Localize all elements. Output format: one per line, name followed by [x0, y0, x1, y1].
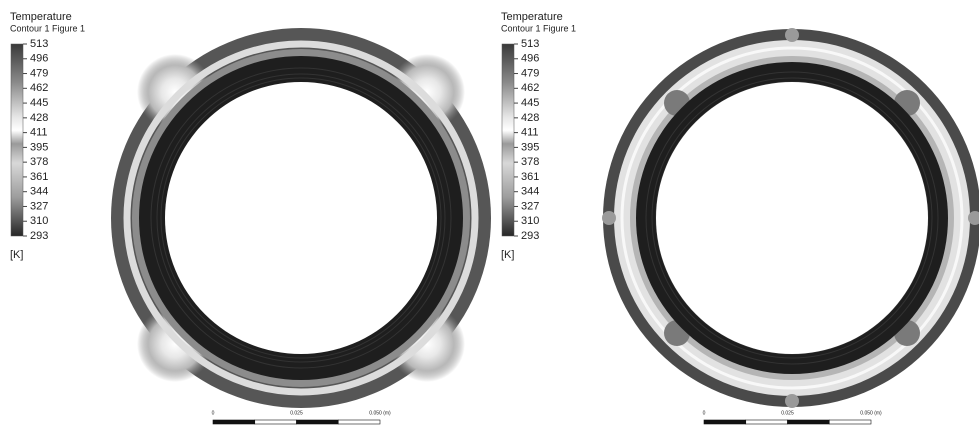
- legend-tick-label: 361: [30, 171, 48, 183]
- legend-tick-label: 310: [30, 215, 48, 227]
- legend-tick-label: 361: [521, 171, 539, 183]
- legend-tick-label: 445: [521, 97, 539, 109]
- legend-tick-label: 411: [30, 127, 48, 139]
- legend-tick-label: 310: [521, 215, 539, 227]
- scale-segment: [745, 419, 788, 425]
- legend-tick-label: 378: [30, 156, 48, 168]
- legend-tick-label: 462: [30, 82, 48, 94]
- knob: [968, 211, 979, 225]
- legend-tick-label: 293: [30, 230, 48, 242]
- contour-line: [651, 77, 933, 359]
- scale-segment: [828, 419, 872, 425]
- legend-tick-label: 378: [521, 156, 539, 168]
- legend-tick-label: 445: [30, 97, 48, 109]
- scale-segment: [212, 419, 256, 425]
- knob: [602, 211, 616, 225]
- legend-tick-label: 411: [521, 127, 539, 139]
- legend-tick-label: 479: [30, 67, 48, 79]
- legend-tick-label: 395: [30, 141, 48, 153]
- legend-subtitle: Contour 1 Figure 1: [10, 23, 85, 33]
- scale-label: 0: [212, 410, 215, 416]
- legend-subtitle: Contour 1 Figure 1: [501, 23, 576, 33]
- legend-tick-label: 395: [521, 141, 539, 153]
- legend-tick-label: 479: [521, 67, 539, 79]
- legend-tick-label: 327: [30, 200, 48, 212]
- knob: [785, 394, 799, 408]
- scale-label: 0.025: [290, 410, 303, 416]
- scale-label: 0.050 (m): [369, 410, 391, 416]
- scale-segment: [703, 419, 747, 425]
- contour-line: [645, 71, 939, 365]
- scale-segment: [787, 419, 830, 425]
- legend-tick-label: 428: [30, 112, 48, 124]
- color-bar: [501, 43, 515, 237]
- contour-line: [150, 67, 452, 369]
- legend-tick-label: 462: [521, 82, 539, 94]
- contour-line: [156, 73, 446, 363]
- scale-label: 0.025: [781, 410, 794, 416]
- knob: [785, 28, 799, 42]
- scale-label: 0.050 (m): [860, 410, 882, 416]
- legend-unit: [K]: [10, 249, 23, 261]
- legend-tick-label: 428: [521, 112, 539, 124]
- color-bar: [10, 43, 24, 237]
- light-ring: [123, 40, 479, 396]
- band-line: [620, 46, 964, 390]
- scale-label: 0: [703, 410, 706, 416]
- legend-tick-label: 344: [30, 186, 48, 198]
- legend-tick-label: 513: [521, 38, 539, 50]
- bore: [656, 82, 928, 354]
- legend-tick-label: 513: [30, 38, 48, 50]
- legend-tick-label: 293: [521, 230, 539, 242]
- legend-tick-label: 496: [30, 53, 48, 65]
- bore: [165, 82, 437, 354]
- legend-tick-label: 496: [521, 53, 539, 65]
- legend-title: Temperature: [10, 11, 72, 23]
- legend-unit: [K]: [501, 249, 514, 261]
- scale-segment: [296, 419, 339, 425]
- scale-segment: [254, 419, 297, 425]
- legend-tick-label: 344: [521, 186, 539, 198]
- legend-title: Temperature: [501, 11, 563, 23]
- legend-tick-label: 327: [521, 200, 539, 212]
- scale-segment: [337, 419, 381, 425]
- contour-line: [160, 77, 442, 359]
